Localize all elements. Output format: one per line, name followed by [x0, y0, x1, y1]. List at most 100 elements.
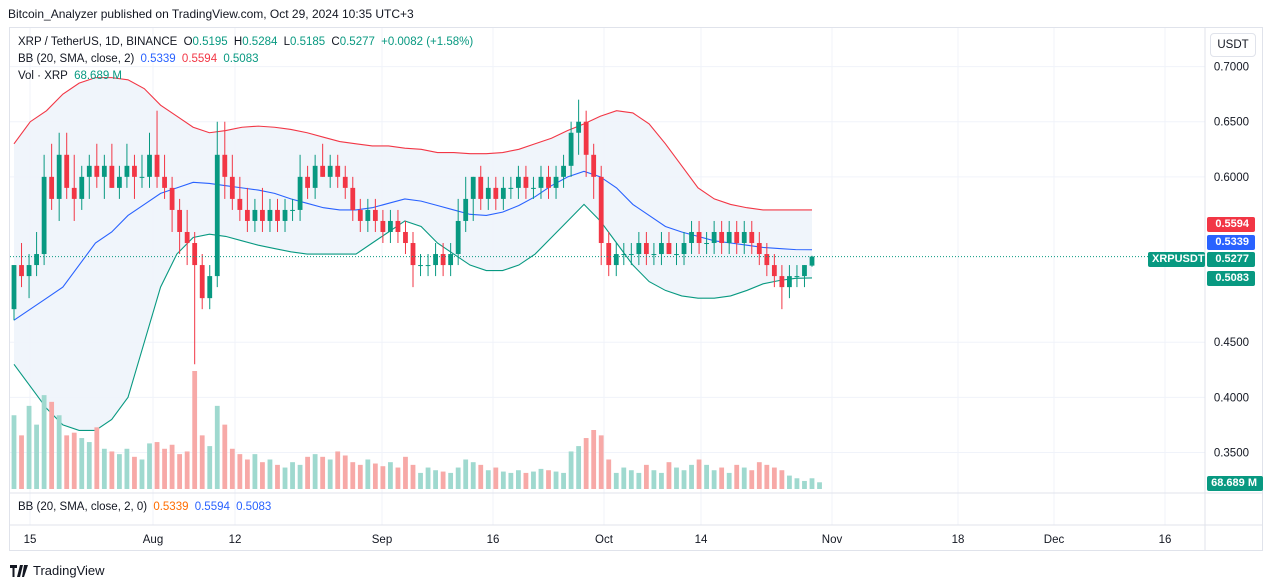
candle-body	[666, 243, 672, 255]
candle-body	[94, 165, 100, 177]
bb-label: BB (20, SMA, close, 2)	[18, 53, 135, 65]
volume-bar	[312, 454, 318, 489]
footer-brand-label: TradingView	[33, 563, 105, 578]
volume-bar	[606, 459, 612, 489]
volume-bar	[26, 405, 32, 489]
volume-bar	[357, 464, 363, 489]
candle-body	[147, 154, 152, 177]
volume-bar	[515, 470, 521, 489]
volume-bar	[779, 470, 785, 489]
y-tick-label: 0.6000	[1214, 172, 1249, 184]
volume-bar	[734, 464, 740, 489]
candle-body	[109, 165, 115, 188]
volume-bar	[568, 451, 574, 489]
volume-bar	[395, 467, 401, 489]
currency-button[interactable]: USDT	[1210, 33, 1256, 57]
candle-body	[252, 209, 258, 221]
volume-bar	[817, 482, 822, 489]
candle-body	[357, 209, 363, 221]
candle-body	[177, 209, 183, 232]
volume-bar	[71, 432, 77, 489]
volume-bar	[643, 464, 649, 489]
volume-bar	[576, 446, 582, 489]
candle-body	[794, 276, 800, 278]
close-label: C	[331, 36, 340, 48]
candle-body	[365, 209, 371, 221]
x-tick-label: 15	[24, 534, 37, 546]
candle-body	[628, 254, 634, 256]
candle-body	[327, 165, 333, 177]
volume-bar	[403, 456, 408, 489]
volume-bar	[252, 454, 258, 489]
candle-body	[583, 121, 589, 155]
tradingview-logo-icon	[10, 564, 28, 577]
volume-tag: 68.689 M	[1207, 476, 1263, 491]
candle-body	[116, 176, 122, 188]
volume-bar	[79, 438, 85, 489]
volume-bar	[418, 472, 423, 489]
candle-body	[561, 165, 566, 177]
candle-body	[659, 243, 664, 255]
candle-body	[734, 231, 740, 244]
volume-bar	[207, 446, 213, 489]
x-tick-label: Aug	[143, 534, 163, 546]
candle-body	[478, 176, 484, 199]
candle-body	[162, 176, 167, 188]
candle-body	[260, 209, 265, 221]
volume-bar	[154, 442, 160, 489]
volume-bar	[531, 471, 536, 489]
candle-body	[305, 176, 311, 188]
volume-bar	[764, 464, 770, 489]
volume-bar	[741, 467, 747, 489]
volume-bar	[41, 395, 47, 489]
candle-body	[244, 209, 250, 221]
bb2-label: BB (20, SMA, close, 2, 0)	[18, 501, 148, 513]
candle-body	[139, 176, 145, 178]
x-tick-label: 16	[1159, 534, 1172, 546]
volume-bar	[86, 442, 92, 489]
volume-bar	[109, 451, 115, 489]
last-price-tag: 0.5277	[1207, 252, 1255, 267]
candle-body	[696, 231, 702, 244]
volume-bar	[508, 472, 514, 489]
volume-bar	[689, 464, 694, 489]
change-value: +0.0082 (+1.58%)	[381, 36, 474, 48]
volume-bar	[726, 472, 732, 489]
candle-body	[237, 198, 243, 210]
volume-bar	[169, 444, 175, 489]
volume-bar	[659, 472, 664, 489]
upper-band-tag: 0.5594	[1207, 217, 1255, 232]
y-tick-label: 0.3500	[1214, 448, 1249, 460]
volume-bar	[561, 472, 566, 489]
volume-bar	[132, 456, 137, 489]
candle-body	[689, 231, 694, 244]
candle-body	[485, 187, 491, 199]
volume-bar	[342, 455, 348, 489]
candle-body	[229, 176, 235, 199]
candle-body	[372, 209, 378, 221]
bb-upper-line	[13, 77, 812, 211]
volume-bar	[290, 462, 295, 489]
candle-body	[553, 176, 559, 188]
volume-bar	[538, 468, 544, 489]
volume-bar	[327, 459, 333, 489]
volume-bar	[553, 471, 559, 489]
footer-brand[interactable]: TradingView	[10, 563, 105, 578]
volume-bar	[674, 467, 679, 489]
volume-bar	[500, 471, 506, 489]
volume-bar	[448, 472, 454, 489]
bb-basis-line	[13, 170, 813, 321]
candle-body	[704, 243, 710, 245]
volume-bar	[809, 478, 815, 489]
volume-bar	[613, 472, 619, 489]
low-value: 0.5185	[290, 36, 326, 48]
chart-frame	[9, 27, 1263, 551]
candle-body	[523, 176, 529, 188]
volume-bar	[583, 438, 589, 489]
candle-body	[681, 243, 687, 255]
candle-body	[41, 176, 47, 255]
symbol-tag: XRPUSDT	[1148, 252, 1205, 267]
volume-bar	[756, 462, 762, 489]
candle-body	[350, 187, 356, 210]
